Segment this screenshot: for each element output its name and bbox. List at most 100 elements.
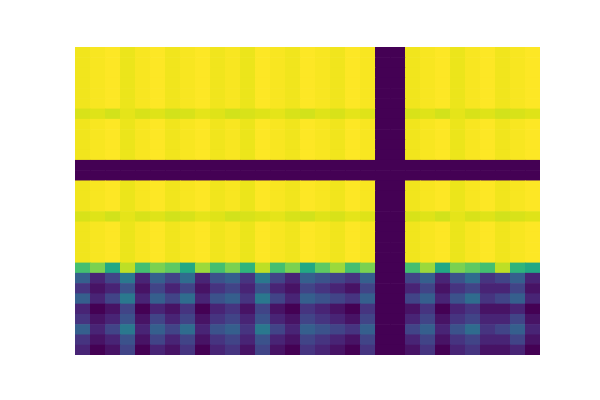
heatmap-cell xyxy=(240,232,256,243)
heatmap-cell xyxy=(165,88,181,99)
heatmap-cell xyxy=(255,180,271,191)
heatmap-cell xyxy=(330,47,346,58)
heatmap-cell xyxy=(300,314,316,325)
heatmap-cell xyxy=(255,211,271,222)
heatmap-cell xyxy=(270,293,286,304)
heatmap-cell xyxy=(390,283,406,294)
heatmap-cell xyxy=(450,180,466,191)
heatmap-cell xyxy=(300,139,316,150)
heatmap-cell xyxy=(75,68,91,79)
heatmap-cell xyxy=(150,304,166,315)
heatmap-cell xyxy=(390,57,406,68)
heatmap-cell xyxy=(435,283,451,294)
heatmap-cell xyxy=(330,180,346,191)
heatmap-cell xyxy=(480,334,496,345)
heatmap-cell xyxy=(330,57,346,68)
heatmap-cell xyxy=(135,160,151,171)
heatmap-cell xyxy=(420,139,436,150)
heatmap-cell xyxy=(135,304,151,315)
heatmap-cell xyxy=(75,222,91,233)
heatmap-cell xyxy=(300,293,316,304)
heatmap-cell xyxy=(210,345,226,355)
heatmap-cell xyxy=(300,273,316,284)
heatmap-cell xyxy=(405,263,421,274)
heatmap-cell xyxy=(270,345,286,355)
heatmap-cell xyxy=(435,334,451,345)
heatmap-cell xyxy=(435,68,451,79)
heatmap-cell xyxy=(495,160,511,171)
heatmap-cell xyxy=(480,78,496,89)
heatmap-cell xyxy=(210,160,226,171)
heatmap-cell xyxy=(120,150,136,161)
heatmap-cell xyxy=(90,252,106,263)
heatmap-cell xyxy=(165,57,181,68)
heatmap-cell xyxy=(510,47,526,58)
heatmap-cell xyxy=(330,304,346,315)
heatmap-cell xyxy=(360,109,376,120)
heatmap-cell xyxy=(105,232,121,243)
heatmap-cell xyxy=(210,139,226,150)
heatmap-cell xyxy=(330,170,346,181)
heatmap-cell xyxy=(465,201,481,212)
heatmap-cell xyxy=(180,68,196,79)
heatmap-cell xyxy=(420,57,436,68)
heatmap-cell xyxy=(360,57,376,68)
heatmap-cell xyxy=(495,201,511,212)
heatmap-cells xyxy=(75,47,540,355)
heatmap-cell xyxy=(405,47,421,58)
heatmap-cell xyxy=(285,201,301,212)
heatmap-cell xyxy=(390,232,406,243)
heatmap-cell xyxy=(315,180,331,191)
heatmap-cell xyxy=(465,314,481,325)
heatmap-cell xyxy=(360,98,376,109)
heatmap-cell xyxy=(225,119,241,130)
heatmap-cell xyxy=(270,334,286,345)
heatmap-cell xyxy=(195,334,211,345)
heatmap-cell xyxy=(150,78,166,89)
heatmap-cell xyxy=(375,119,391,130)
heatmap-cell xyxy=(225,334,241,345)
heatmap-cell xyxy=(480,160,496,171)
heatmap-cell xyxy=(405,273,421,284)
heatmap-cell xyxy=(435,78,451,89)
heatmap-cell xyxy=(450,222,466,233)
heatmap-cell xyxy=(315,242,331,253)
heatmap-cell xyxy=(315,47,331,58)
heatmap-cell xyxy=(120,109,136,120)
heatmap-cell xyxy=(465,139,481,150)
heatmap-cell xyxy=(390,324,406,335)
heatmap-cell xyxy=(270,191,286,202)
heatmap-cell xyxy=(360,68,376,79)
heatmap-cell xyxy=(390,78,406,89)
heatmap-cell xyxy=(285,160,301,171)
heatmap-cell xyxy=(525,68,540,79)
heatmap-cell xyxy=(420,222,436,233)
heatmap-cell xyxy=(180,304,196,315)
heatmap-cell xyxy=(435,160,451,171)
heatmap-cell xyxy=(315,139,331,150)
heatmap-cell xyxy=(450,191,466,202)
heatmap-cell xyxy=(105,273,121,284)
heatmap-cell xyxy=(525,334,540,345)
heatmap-cell xyxy=(75,242,91,253)
heatmap-cell xyxy=(240,78,256,89)
heatmap-cell xyxy=(300,252,316,263)
heatmap-cell xyxy=(420,191,436,202)
heatmap-cell xyxy=(240,88,256,99)
heatmap-cell xyxy=(315,160,331,171)
heatmap-cell xyxy=(165,98,181,109)
heatmap-cell xyxy=(450,283,466,294)
heatmap-cell xyxy=(195,252,211,263)
heatmap-cell xyxy=(435,150,451,161)
heatmap-cell xyxy=(465,180,481,191)
heatmap-cell xyxy=(480,304,496,315)
heatmap-cell xyxy=(135,345,151,355)
heatmap-cell xyxy=(75,119,91,130)
heatmap-cell xyxy=(150,273,166,284)
heatmap-cell xyxy=(210,98,226,109)
heatmap-cell xyxy=(420,98,436,109)
heatmap-cell xyxy=(495,304,511,315)
heatmap-cell xyxy=(510,314,526,325)
heatmap-cell xyxy=(435,109,451,120)
heatmap-cell xyxy=(180,345,196,355)
